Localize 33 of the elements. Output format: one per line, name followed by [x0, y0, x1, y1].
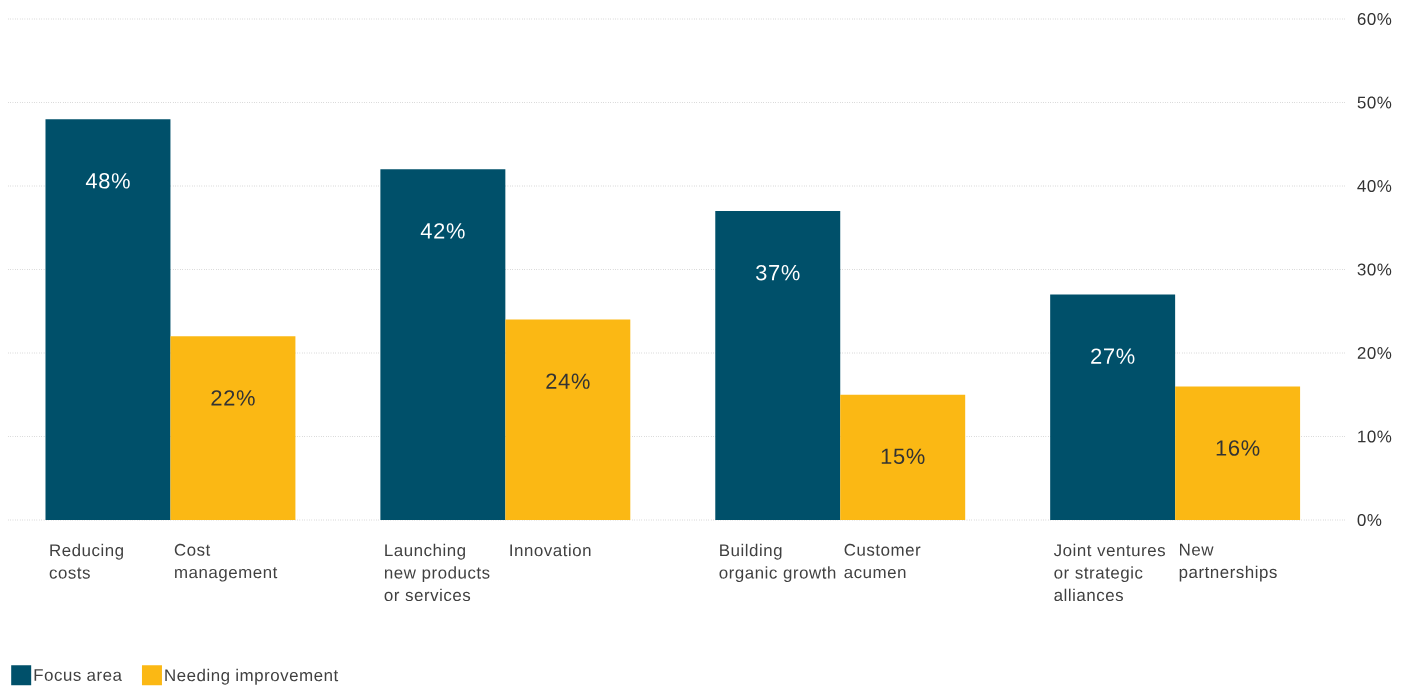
x-tick-label: New partnerships: [1179, 543, 1277, 582]
bar: [505, 319, 631, 520]
y-tick-label: 0%: [1357, 514, 1382, 526]
y-tick-label: 40%: [1357, 180, 1392, 192]
x-tick-label: Cost management: [174, 543, 278, 582]
bar: [715, 211, 841, 520]
x-tick-label: Customer acumen: [844, 543, 921, 579]
data-label: 37%: [755, 264, 800, 281]
x-tick-label: Joint ventures or strategic alliances: [1053, 543, 1165, 602]
legend-label: Focus area: [34, 669, 122, 681]
bar: [380, 169, 506, 520]
x-tick-label: Reducing costs: [49, 543, 123, 579]
bar: [170, 336, 296, 520]
y-tick-label: 20%: [1357, 347, 1392, 359]
data-label: 16%: [1216, 440, 1260, 456]
y-tick-label: 30%: [1357, 263, 1392, 276]
y-tick-label: 60%: [1357, 13, 1392, 25]
data-label: 42%: [420, 223, 465, 239]
bar: [1175, 386, 1301, 520]
x-tick-label: Launching new products or services: [384, 543, 490, 602]
y-tick-label: 50%: [1357, 96, 1392, 109]
y-tick-label: 10%: [1358, 430, 1392, 443]
data-label: 27%: [1091, 348, 1135, 364]
x-tick-label: Innovation: [510, 543, 591, 557]
bar: [1050, 294, 1176, 520]
bar: [45, 119, 171, 520]
x-tick-label: Building organic growth: [719, 543, 836, 583]
data-label: 15%: [881, 448, 925, 465]
bar: [840, 394, 966, 520]
data-label: 22%: [211, 390, 255, 406]
legend-label: Needing improvement: [165, 668, 339, 685]
data-label: 24%: [546, 373, 590, 389]
data-label: 48%: [85, 173, 130, 189]
